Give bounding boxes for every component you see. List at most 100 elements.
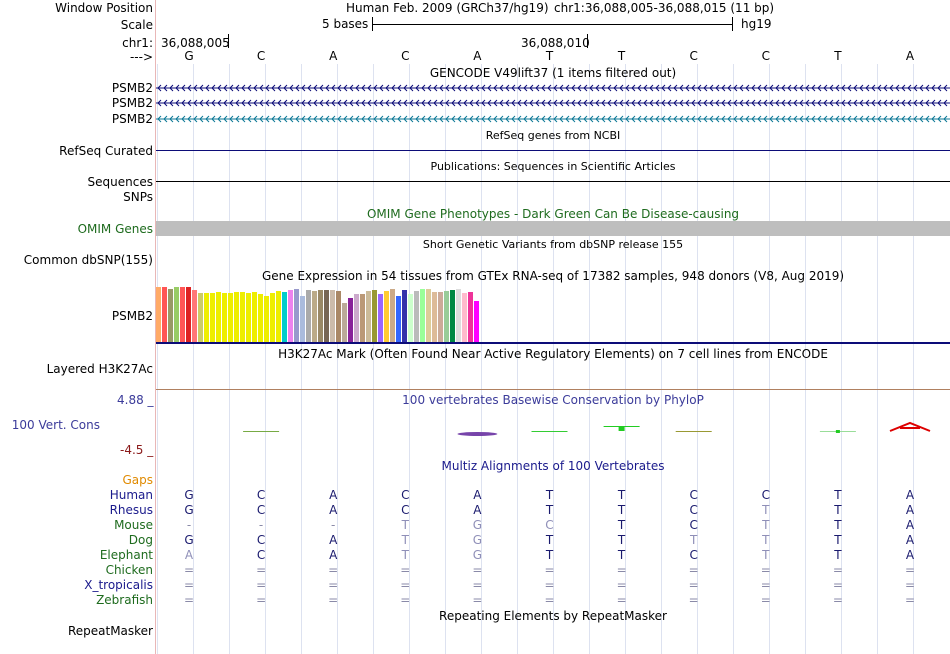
gtex-tissue-bar[interactable] [468, 292, 473, 342]
gtex-tissue-bar[interactable] [462, 293, 467, 342]
dbsnp-label[interactable]: Common dbSNP(155) [23, 253, 153, 267]
gtex-title[interactable]: Gene Expression in 54 tissues from GTEx … [261, 269, 845, 283]
omim-label[interactable]: OMIM Genes [77, 222, 153, 236]
repeatmasker-label[interactable]: RepeatMasker [67, 624, 153, 638]
gtex-tissue-bar[interactable] [318, 290, 323, 342]
gtex-gene-line[interactable] [156, 342, 950, 344]
gtex-tissue-bar[interactable] [258, 294, 263, 342]
refseq-label[interactable]: RefSeq Curated [59, 144, 153, 158]
gtex-tissue-bar[interactable] [444, 291, 449, 342]
multiz-species-label[interactable]: Dog [128, 533, 153, 547]
snps-label[interactable]: SNPs [123, 190, 153, 204]
multiz-title[interactable]: Multiz Alignments of 100 Vertebrates [441, 459, 665, 473]
gencode-transcripts[interactable] [156, 81, 950, 127]
phylop-label[interactable]: 100 Vert. Cons [11, 418, 100, 432]
gtex-tissue-bar[interactable] [396, 296, 401, 342]
gtex-label[interactable]: PSMB2 [111, 309, 153, 323]
refseq-gene-line[interactable] [156, 150, 950, 151]
gtex-tissue-bar[interactable] [300, 296, 305, 342]
gtex-tissue-bar[interactable] [324, 290, 329, 342]
gtex-tissue-bar[interactable] [342, 303, 347, 342]
gtex-tissue-bar[interactable] [180, 287, 185, 342]
gtex-tissue-bar[interactable] [390, 289, 395, 342]
multiz-base: T [617, 548, 626, 562]
gtex-tissue-bar[interactable] [216, 292, 221, 342]
multiz-species-label[interactable]: Zebrafish [96, 593, 153, 607]
gtex-tissue-bar[interactable] [384, 291, 389, 342]
phylop-plot[interactable] [156, 408, 950, 454]
gtex-tissue-bar[interactable] [270, 293, 275, 342]
gtex-tissue-bar[interactable] [276, 291, 281, 342]
omim-title[interactable]: OMIM Gene Phenotypes - Dark Green Can Be… [366, 207, 740, 221]
repeatmasker-title[interactable]: Repeating Elements by RepeatMasker [439, 609, 667, 623]
gtex-tissue-bar[interactable] [234, 292, 239, 342]
gtex-tissue-bar[interactable] [360, 294, 365, 342]
gtex-tissue-bar[interactable] [246, 293, 251, 342]
gencode-title[interactable]: GENCODE V49lift37 (1 items filtered out) [429, 66, 677, 80]
gtex-tissue-bar[interactable] [474, 301, 479, 342]
gencode-label-3[interactable]: PSMB2 [111, 112, 153, 126]
dbsnp-title[interactable]: Short Genetic Variants from dbSNP releas… [422, 238, 684, 251]
gtex-tissue-bar[interactable] [420, 289, 425, 342]
gtex-tissue-bar[interactable] [438, 292, 443, 342]
gtex-tissue-bar[interactable] [372, 290, 377, 342]
multiz-species-label[interactable]: Elephant [99, 548, 153, 562]
multiz-species-label[interactable]: Mouse [114, 518, 153, 532]
gtex-tissue-bar[interactable] [294, 289, 299, 342]
gtex-tissue-bar[interactable] [336, 291, 341, 342]
gtex-tissue-bar[interactable] [288, 290, 293, 342]
gtex-tissue-bar[interactable] [228, 293, 233, 342]
gtex-tissue-bar[interactable] [402, 290, 407, 342]
gtex-tissue-bar[interactable] [264, 296, 269, 342]
publications-label[interactable]: Sequences [87, 175, 153, 189]
gtex-tissue-bar[interactable] [366, 291, 371, 342]
gtex-tissue-bar[interactable] [156, 287, 161, 342]
gencode-strand-arrow [253, 84, 258, 92]
gtex-tissue-bar[interactable] [348, 298, 353, 342]
phylop-title[interactable]: 100 vertebrates Basewise Conservation by… [402, 393, 704, 407]
publications-title[interactable]: Publications: Sequences in Scientific Ar… [430, 160, 676, 173]
gtex-tissue-bar[interactable] [240, 292, 245, 342]
multiz-species-label[interactable]: Rhesus [109, 503, 153, 517]
refseq-title[interactable]: RefSeq genes from NCBI [485, 129, 621, 142]
gtex-tissue-bar[interactable] [354, 294, 359, 342]
gtex-tissue-bar[interactable] [162, 287, 167, 342]
gtex-tissue-bar[interactable] [282, 292, 287, 342]
gtex-tissue-bar[interactable] [306, 290, 311, 342]
gtex-tissue-bar[interactable] [426, 289, 431, 342]
gtex-tissue-bar[interactable] [168, 289, 173, 342]
gencode-strand-arrow [625, 115, 630, 123]
multiz-species-label[interactable]: Chicken [105, 563, 153, 577]
gtex-tissue-bar[interactable] [186, 287, 191, 342]
gtex-tissue-bar[interactable] [174, 287, 179, 342]
omim-gene-bar[interactable] [156, 221, 950, 236]
gtex-tissue-bar[interactable] [192, 290, 197, 342]
gtex-tissue-bar[interactable] [330, 290, 335, 342]
gencode-strand-arrow [895, 115, 900, 123]
gtex-tissue-bar[interactable] [378, 294, 383, 342]
multiz-species-label[interactable]: X_tropicalis [84, 578, 153, 592]
position-text[interactable]: chr1:36,088,005-36,088,015 (11 bp) [554, 1, 775, 15]
gtex-tissue-bar[interactable] [432, 292, 437, 342]
gtex-tissue-bar[interactable] [252, 292, 257, 342]
gencode-strand-arrow [217, 115, 222, 123]
publications-line[interactable] [156, 181, 950, 182]
h3k27ac-label[interactable]: Layered H3K27Ac [46, 362, 153, 376]
gtex-tissue-bar[interactable] [210, 293, 215, 342]
gencode-strand-arrow [313, 115, 318, 123]
gtex-bar-chart[interactable] [156, 284, 950, 342]
gencode-label-1[interactable]: PSMB2 [111, 81, 153, 95]
multiz-species-label[interactable]: Human [109, 488, 153, 502]
gtex-tissue-bar[interactable] [456, 289, 461, 342]
gtex-tissue-bar[interactable] [312, 291, 317, 342]
gtex-tissue-bar[interactable] [198, 293, 203, 342]
gtex-tissue-bar[interactable] [222, 293, 227, 342]
gencode-strand-arrow [643, 115, 648, 123]
h3k27ac-title[interactable]: H3K27Ac Mark (Often Found Near Active Re… [278, 347, 828, 361]
gencode-label-2[interactable]: PSMB2 [111, 96, 153, 110]
gtex-tissue-bar[interactable] [414, 291, 419, 342]
gtex-tissue-bar[interactable] [204, 293, 209, 342]
gtex-tissue-bar[interactable] [450, 290, 455, 342]
gtex-tissue-bar[interactable] [408, 294, 413, 342]
gaps-label[interactable]: Gaps [122, 473, 153, 487]
